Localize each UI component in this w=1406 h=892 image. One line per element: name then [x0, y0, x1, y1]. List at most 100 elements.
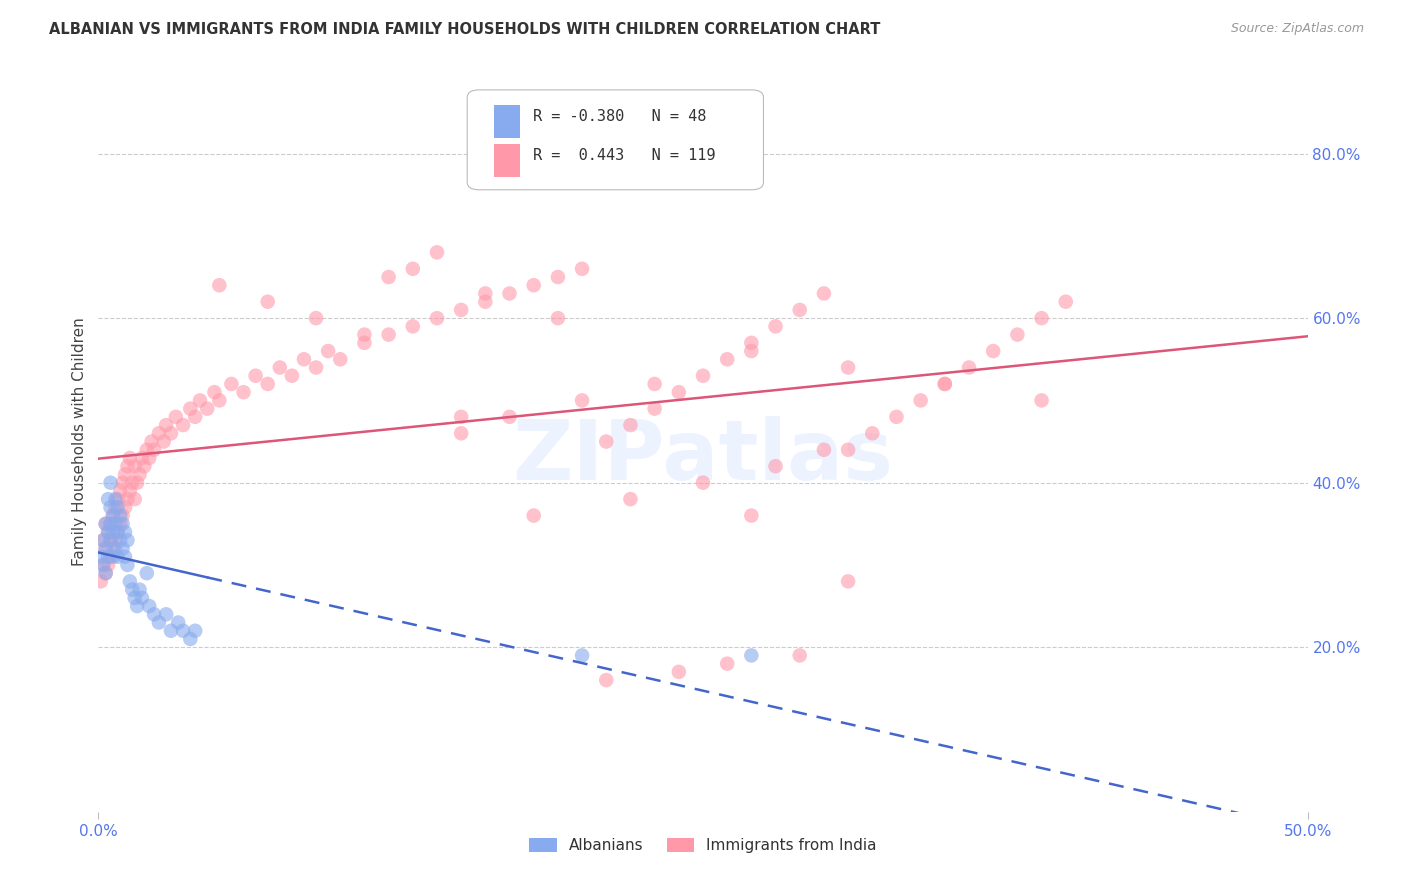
Point: [94, 516, 117, 531]
Point: [111, 508, 134, 523]
Point: [160, 426, 183, 441]
Point: [184, 624, 207, 638]
Text: Source: ZipAtlas.com: Source: ZipAtlas.com: [1230, 22, 1364, 36]
Point: [498, 409, 520, 424]
Point: [1031, 311, 1053, 326]
Point: [1031, 393, 1053, 408]
Point: [107, 549, 129, 564]
Point: [97, 524, 120, 539]
Point: [94, 566, 117, 581]
Point: [474, 286, 496, 301]
Point: [910, 393, 932, 408]
Point: [97, 492, 120, 507]
Text: ZIPatlas: ZIPatlas: [513, 416, 893, 497]
Point: [134, 459, 156, 474]
Point: [108, 516, 131, 531]
Point: [100, 516, 122, 531]
Point: [837, 360, 859, 375]
Point: [143, 607, 166, 622]
Point: [716, 657, 738, 671]
FancyBboxPatch shape: [467, 90, 763, 190]
Point: [644, 401, 666, 416]
Point: [837, 442, 859, 457]
Point: [789, 648, 811, 663]
Point: [101, 549, 124, 564]
Point: [114, 549, 136, 564]
Point: [131, 450, 153, 465]
Point: [121, 475, 143, 490]
Point: [100, 500, 122, 515]
Point: [232, 385, 254, 400]
Point: [100, 549, 122, 564]
Point: [1007, 327, 1029, 342]
Point: [860, 426, 883, 441]
Point: [740, 648, 762, 663]
Point: [450, 302, 472, 317]
Point: [143, 442, 166, 457]
Point: [108, 533, 131, 548]
Point: [118, 450, 141, 465]
Point: [886, 409, 908, 424]
Point: [117, 492, 139, 507]
Point: [305, 360, 328, 375]
Point: [316, 344, 339, 359]
Point: [111, 475, 134, 490]
Point: [245, 368, 267, 383]
Text: R =  0.443   N = 119: R = 0.443 N = 119: [533, 148, 716, 163]
Point: [107, 500, 129, 515]
Point: [329, 352, 352, 367]
Point: [740, 508, 762, 523]
Point: [172, 624, 194, 638]
Point: [281, 368, 304, 383]
Point: [221, 376, 243, 391]
Point: [124, 459, 146, 474]
Point: [595, 673, 617, 687]
Point: [269, 360, 291, 375]
Point: [765, 319, 787, 334]
Point: [172, 418, 194, 433]
Point: [117, 459, 139, 474]
Point: [426, 245, 449, 260]
Point: [1054, 294, 1077, 309]
Point: [94, 516, 117, 531]
Point: [131, 591, 153, 605]
Text: R = -0.380   N = 48: R = -0.380 N = 48: [533, 109, 706, 124]
Point: [256, 294, 278, 309]
Point: [155, 418, 177, 433]
Point: [117, 558, 139, 572]
Point: [789, 302, 811, 317]
Point: [179, 401, 201, 416]
Point: [523, 508, 546, 523]
Point: [716, 352, 738, 367]
Point: [837, 574, 859, 589]
Point: [90, 549, 112, 564]
Point: [90, 574, 112, 589]
Point: [402, 261, 425, 276]
Point: [571, 648, 593, 663]
Point: [981, 344, 1004, 359]
Point: [107, 524, 129, 539]
Point: [91, 533, 114, 548]
Point: [692, 475, 714, 490]
Point: [104, 500, 127, 515]
Point: [100, 516, 122, 531]
Point: [97, 549, 120, 564]
Point: [94, 566, 117, 581]
FancyBboxPatch shape: [494, 104, 520, 138]
Point: [121, 582, 143, 597]
Point: [377, 270, 399, 285]
Point: [138, 599, 160, 613]
Point: [111, 541, 134, 556]
Point: [91, 558, 114, 572]
Point: [474, 294, 496, 309]
Point: [644, 376, 666, 391]
Point: [104, 516, 127, 531]
Point: [135, 566, 157, 581]
Point: [188, 393, 211, 408]
Point: [135, 442, 157, 457]
Point: [127, 599, 149, 613]
Point: [101, 541, 124, 556]
Point: [813, 442, 835, 457]
Point: [141, 434, 163, 449]
Point: [101, 508, 124, 523]
